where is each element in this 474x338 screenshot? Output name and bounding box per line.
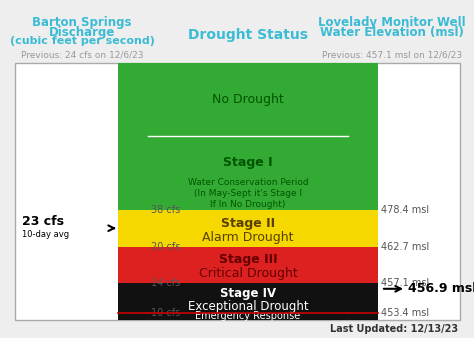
Bar bbox=[118, 247, 148, 283]
Text: 462.7 msl: 462.7 msl bbox=[381, 242, 429, 251]
Text: Water Conservation Period
(In May-Sept it's Stage I
If In No Drought): Water Conservation Period (In May-Sept i… bbox=[188, 178, 308, 210]
Text: Water Elevation (msl): Water Elevation (msl) bbox=[320, 26, 464, 39]
Bar bbox=[118, 63, 148, 210]
Text: Barton Springs: Barton Springs bbox=[32, 16, 132, 29]
Bar bbox=[148, 63, 348, 137]
Text: Alarm Drought: Alarm Drought bbox=[202, 231, 294, 244]
Text: Last Updated: 12/13/23: Last Updated: 12/13/23 bbox=[330, 324, 458, 334]
Text: 14 cfs: 14 cfs bbox=[151, 278, 180, 288]
Bar bbox=[148, 210, 348, 247]
Text: 20 cfs: 20 cfs bbox=[151, 242, 181, 251]
Text: Discharge: Discharge bbox=[49, 26, 115, 39]
Text: 453.4 msl: 453.4 msl bbox=[381, 308, 429, 318]
Bar bbox=[118, 283, 148, 320]
Text: Stage II: Stage II bbox=[221, 217, 275, 230]
Bar bbox=[348, 210, 378, 247]
Text: Lovelady Monitor Well: Lovelady Monitor Well bbox=[318, 16, 466, 29]
Text: No Drought: No Drought bbox=[212, 93, 284, 106]
Text: Previous: 24 cfs on 12/6/23: Previous: 24 cfs on 12/6/23 bbox=[21, 50, 143, 59]
Bar bbox=[348, 283, 378, 320]
Bar bbox=[348, 63, 378, 210]
Text: Stage I: Stage I bbox=[223, 156, 273, 169]
Text: 10 cfs: 10 cfs bbox=[151, 308, 180, 318]
Text: Drought Status: Drought Status bbox=[188, 28, 308, 42]
Text: 10-day avg: 10-day avg bbox=[22, 230, 69, 239]
Bar bbox=[148, 247, 348, 283]
Text: 38 cfs: 38 cfs bbox=[151, 205, 180, 215]
Text: 478.4 msl: 478.4 msl bbox=[381, 205, 429, 215]
Text: 456.9 msl: 456.9 msl bbox=[408, 282, 474, 295]
Bar bbox=[15, 63, 460, 320]
Text: 23 cfs: 23 cfs bbox=[22, 215, 64, 228]
Bar bbox=[118, 210, 148, 247]
Bar bbox=[148, 313, 348, 320]
Text: 457.1 msl: 457.1 msl bbox=[381, 278, 429, 288]
Bar bbox=[348, 247, 378, 283]
Text: Stage IV: Stage IV bbox=[220, 287, 276, 300]
Text: Stage III: Stage III bbox=[219, 253, 277, 266]
Text: Emergency Response: Emergency Response bbox=[195, 311, 301, 321]
Text: Exceptional Drought: Exceptional Drought bbox=[188, 300, 308, 313]
Text: (cubic feet per second): (cubic feet per second) bbox=[9, 36, 155, 46]
Bar bbox=[148, 283, 348, 313]
Bar bbox=[148, 137, 348, 210]
Text: Critical Drought: Critical Drought bbox=[199, 267, 297, 281]
Text: Previous: 457.1 msl on 12/6/23: Previous: 457.1 msl on 12/6/23 bbox=[322, 50, 462, 59]
